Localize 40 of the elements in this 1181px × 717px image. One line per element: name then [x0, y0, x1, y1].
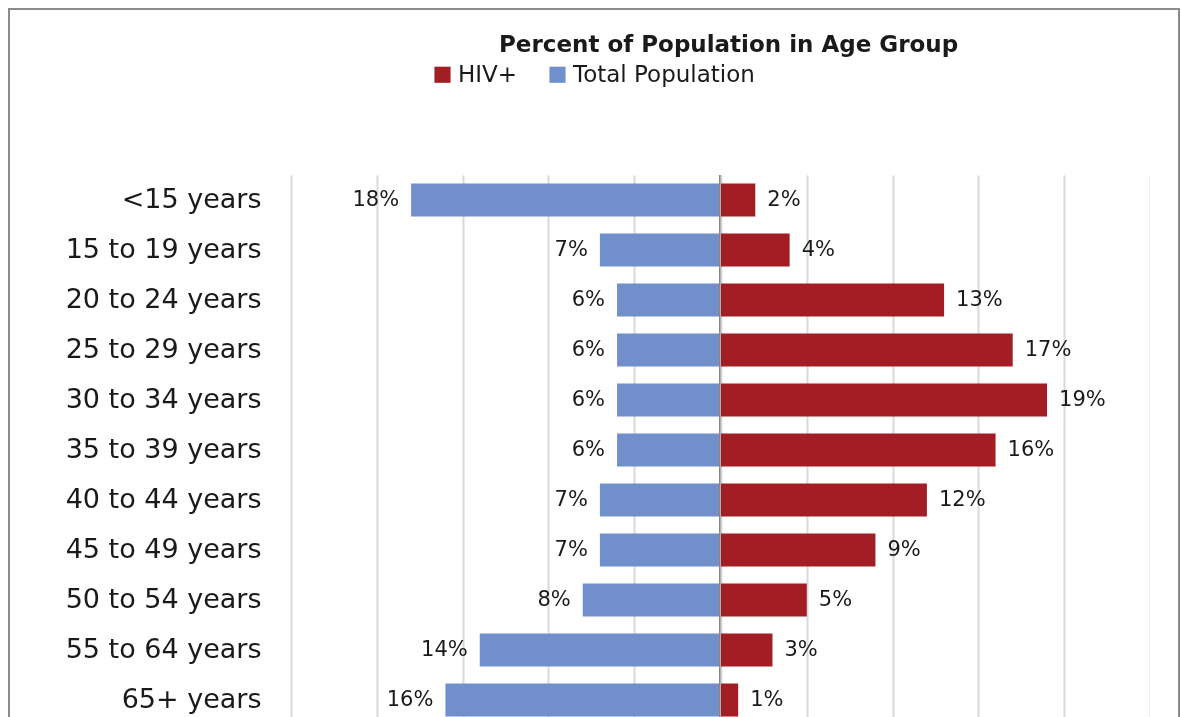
- y-tick-label: 15 to 19 years: [65, 233, 262, 264]
- y-tick-label: 45 to 49 years: [65, 533, 262, 564]
- data-label: 12%: [938, 487, 986, 511]
- data-label: 19%: [1059, 387, 1106, 411]
- data-label: 6%: [571, 437, 606, 461]
- data-label: 16%: [386, 687, 434, 711]
- y-tick-label: 20 to 24 years: [65, 283, 262, 314]
- y-tick-label: 50 to 54 years: [65, 583, 262, 614]
- chart-title: Percent of Population in Age Group: [499, 31, 959, 57]
- data-label: 17%: [1024, 337, 1072, 361]
- data-label: 6%: [571, 387, 606, 411]
- data-label: 1%: [750, 687, 784, 711]
- data-label: 4%: [801, 237, 835, 261]
- data-label: 18%: [352, 187, 400, 211]
- legend-label: Total Population: [572, 60, 755, 87]
- bar: [721, 633, 773, 667]
- bar: [721, 683, 739, 717]
- data-label: 16%: [1007, 437, 1055, 461]
- data-label: 13%: [956, 287, 1003, 311]
- data-label: 8%: [537, 587, 571, 611]
- data-label: 5%: [818, 587, 853, 611]
- y-tick-label: 40 to 44 years: [65, 483, 262, 514]
- bar: [721, 183, 756, 217]
- y-tick-label: 30 to 34 years: [65, 383, 262, 414]
- bar: [617, 383, 720, 417]
- data-label: 3%: [784, 637, 818, 661]
- data-label: 6%: [571, 337, 606, 361]
- data-label: 7%: [554, 537, 588, 561]
- data-label: 7%: [554, 237, 588, 261]
- y-tick-label: 35 to 39 years: [65, 433, 262, 464]
- y-tick-label: 65+ years: [121, 683, 262, 714]
- data-label: 2%: [767, 187, 801, 211]
- y-tick-label: 25 to 29 years: [65, 333, 262, 364]
- y-tick-label: 55 to 64 years: [65, 633, 262, 664]
- data-label: 6%: [571, 287, 606, 311]
- legend-label: HIV+: [458, 60, 518, 87]
- data-label: 7%: [554, 487, 588, 511]
- y-tick-label: <15 years: [121, 183, 262, 214]
- data-label: 9%: [887, 537, 921, 561]
- data-label: 14%: [421, 637, 468, 661]
